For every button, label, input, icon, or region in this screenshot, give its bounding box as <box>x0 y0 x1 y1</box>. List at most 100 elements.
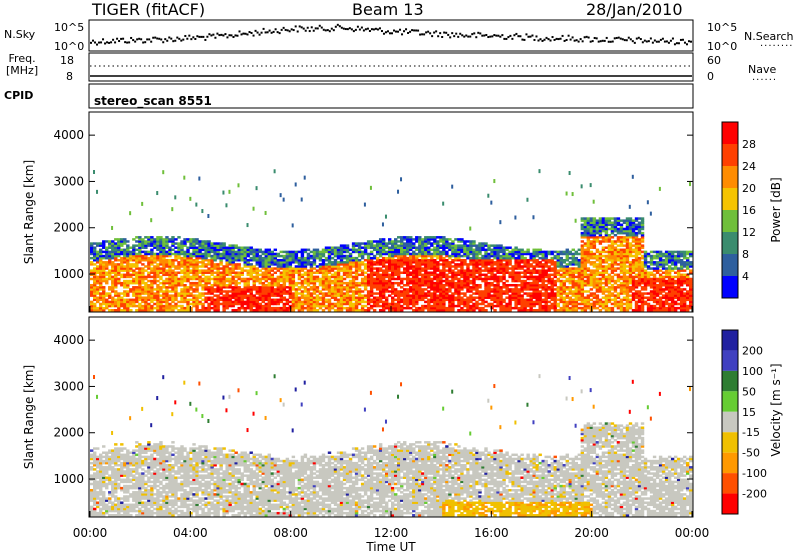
power-cell <box>427 248 431 252</box>
power-cell <box>126 308 130 312</box>
power-cell <box>141 256 145 260</box>
power-cell <box>138 275 142 279</box>
power-cell <box>550 256 554 260</box>
power-cell <box>415 263 419 266</box>
power-cell <box>207 258 211 262</box>
power-cell <box>291 269 296 272</box>
power-cell <box>412 281 416 285</box>
power-cell <box>538 296 542 299</box>
power-cell <box>505 248 509 252</box>
power-cell <box>318 250 323 254</box>
power-cell <box>342 267 347 270</box>
power-cell <box>463 240 467 243</box>
power-cell <box>240 273 244 277</box>
power-cell <box>418 254 422 258</box>
power-cell <box>424 263 428 266</box>
power-cell <box>213 300 217 304</box>
power-cell <box>394 304 398 308</box>
power-cell <box>502 283 506 287</box>
power-cell <box>228 267 232 270</box>
power-cell <box>135 244 139 247</box>
power-cell <box>234 281 238 285</box>
power-cell <box>421 252 425 256</box>
power-cell <box>403 267 407 270</box>
power-cell <box>228 298 232 302</box>
power-cell <box>354 288 359 291</box>
power-cell <box>255 269 259 272</box>
power-cell <box>93 242 97 245</box>
power-cell <box>231 271 235 274</box>
power-cell <box>216 302 220 306</box>
power-cell <box>333 308 338 312</box>
power-cell <box>345 288 350 291</box>
noise-point <box>641 41 644 44</box>
power-cell <box>102 261 106 264</box>
power-cell <box>285 286 290 289</box>
power-cell <box>294 269 299 272</box>
power-cell <box>568 261 572 264</box>
power-cell <box>246 271 250 274</box>
noise-point <box>164 38 167 41</box>
power-cell <box>129 304 133 308</box>
power-cell <box>565 248 569 252</box>
power-cell <box>394 265 398 268</box>
power-cell <box>403 292 407 295</box>
nsearch-legend-dots: ........ <box>760 38 794 49</box>
power-cell <box>384 269 389 272</box>
power-cell <box>204 258 208 262</box>
power-cell <box>294 290 299 293</box>
power-cell <box>129 298 133 302</box>
power-cell <box>357 248 362 252</box>
power-cell <box>273 288 278 291</box>
power-cell <box>469 275 473 279</box>
power-cell <box>312 275 317 279</box>
power-cell <box>457 296 461 299</box>
power-cell <box>303 286 308 289</box>
power-cell <box>102 306 106 310</box>
power-cell <box>309 265 314 268</box>
power-cell <box>303 300 308 304</box>
power-cell <box>472 288 476 291</box>
power-cell <box>126 298 130 302</box>
power-cell <box>153 296 157 299</box>
power-cell <box>186 273 190 277</box>
power-cell <box>529 269 533 272</box>
power-cell <box>387 304 392 308</box>
power-cell <box>508 252 512 256</box>
power-cell <box>162 298 166 302</box>
power-cell <box>225 248 229 252</box>
noise-point <box>220 33 223 36</box>
power-cell <box>291 286 296 289</box>
power-cell <box>472 281 476 285</box>
power-cell <box>93 294 97 297</box>
power-cell <box>556 290 560 293</box>
power-cell <box>354 290 359 293</box>
power-cell <box>351 248 356 252</box>
power-cell <box>469 250 473 254</box>
power-cell <box>348 294 353 297</box>
power-cell <box>406 273 410 277</box>
power-cell <box>102 290 106 293</box>
power-cell <box>556 308 560 312</box>
power-cell <box>261 288 265 291</box>
power-cell <box>535 283 539 287</box>
power-cell <box>384 261 389 264</box>
power-cell <box>529 300 533 304</box>
noise-point <box>671 37 674 40</box>
power-cell <box>246 304 250 308</box>
power-cell <box>466 246 470 249</box>
power-cell <box>201 269 205 272</box>
power-cell <box>469 226 472 231</box>
power-cell <box>571 294 576 297</box>
power-cell <box>406 294 410 297</box>
power-cell <box>475 300 479 304</box>
power-cell <box>150 269 154 272</box>
power-cell <box>198 269 202 272</box>
power-cell <box>415 294 419 297</box>
power-cell <box>421 258 425 262</box>
power-cell <box>171 265 175 268</box>
power-cell <box>222 308 226 312</box>
power-cell <box>508 254 512 258</box>
power-cell <box>204 275 208 279</box>
power-cell <box>243 279 247 283</box>
